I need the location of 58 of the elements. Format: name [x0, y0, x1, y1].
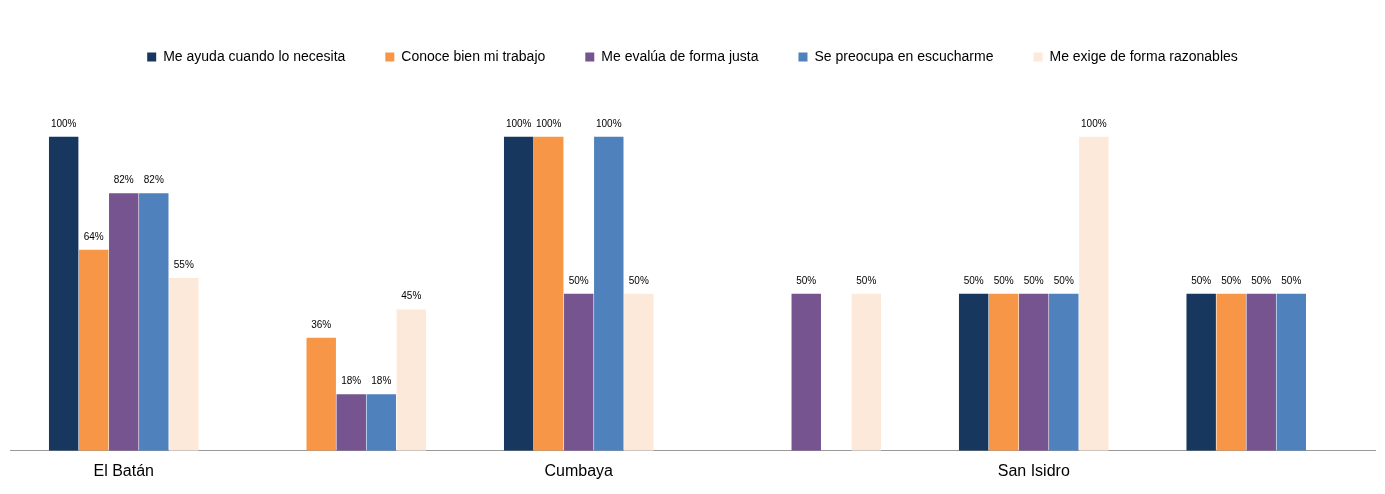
- bar: [306, 337, 336, 451]
- data-label: 18%: [371, 375, 392, 387]
- bar: [503, 136, 534, 451]
- legend-label: Se preocupa en escucharme: [814, 47, 994, 64]
- data-label: 50%: [1221, 274, 1242, 286]
- data-label: 100%: [505, 117, 532, 129]
- bar: [336, 394, 366, 451]
- x-tick-label: El Batán: [93, 461, 154, 479]
- bar: [534, 136, 564, 451]
- bar: [1246, 293, 1276, 451]
- data-label: 82%: [143, 174, 164, 186]
- bar: [139, 193, 169, 451]
- x-tick-label: San Isidro: [997, 461, 1070, 479]
- data-label: 100%: [1081, 117, 1107, 129]
- data-label: 50%: [1023, 274, 1044, 286]
- bar: [851, 293, 882, 451]
- bar: [989, 293, 1019, 451]
- bar: [958, 293, 989, 451]
- bar: [396, 309, 427, 451]
- data-label: 82%: [113, 174, 134, 186]
- bar: [366, 394, 396, 451]
- data-label: 50%: [963, 274, 984, 286]
- bar: [791, 293, 821, 451]
- bar: [1019, 293, 1049, 451]
- data-label: 45%: [401, 290, 422, 302]
- legend-label: Me exige de forma razonables: [1049, 47, 1238, 64]
- legend-label: Me ayuda cuando lo necesita: [163, 47, 346, 64]
- bar: [79, 249, 109, 451]
- data-label: 64%: [83, 230, 104, 242]
- legend-label: Conoce bien mi trabajo: [401, 47, 546, 64]
- data-label: 50%: [1251, 274, 1272, 286]
- data-label: 36%: [311, 318, 332, 330]
- data-label: 50%: [856, 274, 877, 286]
- bar: [1186, 293, 1216, 451]
- bar: [624, 293, 654, 451]
- bar: [594, 136, 624, 451]
- bar: [1276, 293, 1306, 451]
- bar: [1049, 293, 1079, 451]
- bar: [564, 293, 594, 451]
- data-label: 100%: [595, 117, 622, 129]
- data-label: 50%: [796, 274, 817, 286]
- data-label: 18%: [341, 375, 362, 387]
- x-tick-label: Cumbaya: [544, 461, 614, 479]
- data-label: 50%: [1191, 274, 1212, 286]
- data-label: 50%: [568, 274, 589, 286]
- bar: [1079, 136, 1109, 451]
- data-label: 100%: [535, 117, 562, 129]
- data-label: 50%: [993, 274, 1014, 286]
- legend-label: Me evalúa de forma justa: [601, 47, 759, 64]
- bar: [48, 136, 79, 451]
- bar: [169, 278, 199, 451]
- data-label: 55%: [173, 258, 194, 270]
- data-label: 50%: [628, 274, 649, 286]
- data-label: 50%: [1053, 274, 1074, 286]
- data-label: 100%: [50, 117, 77, 129]
- bar: [1216, 293, 1246, 451]
- data-label: 50%: [1281, 274, 1302, 286]
- bar: [109, 193, 139, 451]
